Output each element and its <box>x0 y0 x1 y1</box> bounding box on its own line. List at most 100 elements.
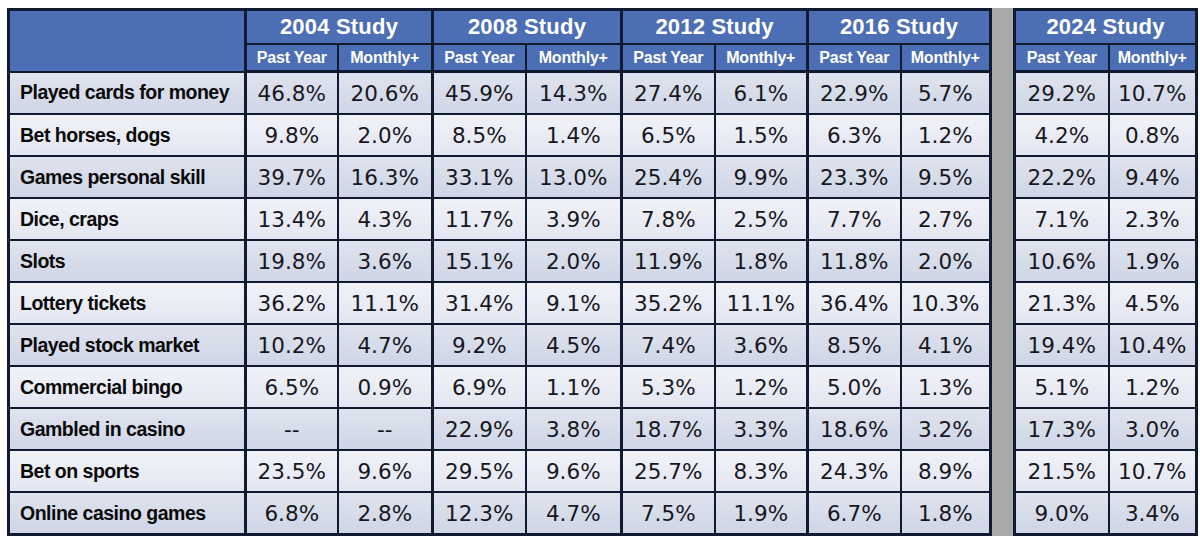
subheader-pastyear: Past Year <box>622 44 715 72</box>
value-cell: 9.0% <box>1015 492 1109 535</box>
value-cell: 13.0% <box>526 156 622 198</box>
table-row: Bet horses, dogs9.8%2.0%8.5%1.4%6.5%1.5%… <box>9 114 991 156</box>
value-cell: 5.3% <box>622 366 715 408</box>
study-header-2004: 2004 Study <box>246 10 433 45</box>
value-cell: 24.3% <box>808 450 901 492</box>
table-row: Played stock market10.2%4.7%9.2%4.5%7.4%… <box>9 324 991 366</box>
study-header-2016: 2016 Study <box>808 10 991 45</box>
row-label: Lottery tickets <box>9 282 246 324</box>
value-cell: 8.3% <box>715 450 808 492</box>
subheader-pastyear: Past Year <box>808 44 901 72</box>
table-row: Lottery tickets36.2%11.1%31.4%9.1%35.2%1… <box>9 282 991 324</box>
value-cell: 10.2% <box>246 324 338 366</box>
value-cell: 7.5% <box>622 492 715 535</box>
value-cell: 33.1% <box>433 156 526 198</box>
table-row: 5.1%1.2% <box>1015 366 1197 408</box>
value-cell: 19.4% <box>1015 324 1109 366</box>
value-cell: 0.8% <box>1109 114 1197 156</box>
value-cell: 8.9% <box>901 450 991 492</box>
table-row: 7.1%2.3% <box>1015 198 1197 240</box>
value-cell: 18.7% <box>622 408 715 450</box>
table-2024: 2024 Study Past Year Monthly+ 29.2%10.7%… <box>1013 8 1198 536</box>
value-cell: 6.5% <box>246 366 338 408</box>
value-cell: 35.2% <box>622 282 715 324</box>
value-cell: -- <box>246 408 338 450</box>
value-cell: 10.3% <box>901 282 991 324</box>
value-cell: 20.6% <box>338 72 433 115</box>
value-cell: 2.5% <box>715 198 808 240</box>
value-cell: 7.8% <box>622 198 715 240</box>
main-table: 2004 Study 2008 Study 2012 Study 2016 St… <box>7 8 992 536</box>
row-label: Slots <box>9 240 246 282</box>
value-cell: 23.5% <box>246 450 338 492</box>
row-label: Dice, craps <box>9 198 246 240</box>
value-cell: 25.4% <box>622 156 715 198</box>
value-cell: 5.0% <box>808 366 901 408</box>
table-row: Gambled in casino----22.9%3.8%18.7%3.3%1… <box>9 408 991 450</box>
value-cell: 3.0% <box>1109 408 1197 450</box>
value-cell: 3.9% <box>526 198 622 240</box>
value-cell: 9.6% <box>526 450 622 492</box>
value-cell: 1.8% <box>901 492 991 535</box>
value-cell: 4.5% <box>526 324 622 366</box>
study-header-2008: 2008 Study <box>433 10 622 45</box>
table-row: 17.3%3.0% <box>1015 408 1197 450</box>
value-cell: 9.4% <box>1109 156 1197 198</box>
value-cell: 6.8% <box>246 492 338 535</box>
value-cell: 11.7% <box>433 198 526 240</box>
value-cell: 3.2% <box>901 408 991 450</box>
value-cell: 4.5% <box>1109 282 1197 324</box>
value-cell: 11.1% <box>715 282 808 324</box>
value-cell: 10.7% <box>1109 72 1197 115</box>
value-cell: 3.6% <box>338 240 433 282</box>
value-cell: 1.3% <box>901 366 991 408</box>
value-cell: 10.6% <box>1015 240 1109 282</box>
value-cell: 1.2% <box>715 366 808 408</box>
value-cell: 27.4% <box>622 72 715 115</box>
value-cell: 9.2% <box>433 324 526 366</box>
value-cell: 29.5% <box>433 450 526 492</box>
value-cell: 1.2% <box>901 114 991 156</box>
row-label: Played cards for money <box>9 72 246 115</box>
value-cell: 4.1% <box>901 324 991 366</box>
table-row: 21.5%10.7% <box>1015 450 1197 492</box>
subheader-monthly: Monthly+ <box>1109 44 1197 72</box>
row-label: Bet on sports <box>9 450 246 492</box>
table-row: Played cards for money46.8%20.6%45.9%14.… <box>9 72 991 115</box>
value-cell: 3.4% <box>1109 492 1197 535</box>
value-cell: 1.5% <box>715 114 808 156</box>
value-cell: 15.1% <box>433 240 526 282</box>
corner-cell <box>9 10 246 72</box>
row-label: Bet horses, dogs <box>9 114 246 156</box>
value-cell: 1.9% <box>715 492 808 535</box>
value-cell: 9.8% <box>246 114 338 156</box>
value-cell: 18.6% <box>808 408 901 450</box>
study-header-2024: 2024 Study <box>1015 10 1197 45</box>
value-cell: 6.5% <box>622 114 715 156</box>
value-cell: 11.1% <box>338 282 433 324</box>
subheader-pastyear: Past Year <box>1015 44 1109 72</box>
value-cell: 13.4% <box>246 198 338 240</box>
value-cell: 45.9% <box>433 72 526 115</box>
value-cell: 3.6% <box>715 324 808 366</box>
value-cell: 7.4% <box>622 324 715 366</box>
value-cell: 19.8% <box>246 240 338 282</box>
value-cell: 5.1% <box>1015 366 1109 408</box>
value-cell: 16.3% <box>338 156 433 198</box>
value-cell: 8.5% <box>433 114 526 156</box>
value-cell: 36.4% <box>808 282 901 324</box>
value-cell: 2.8% <box>338 492 433 535</box>
value-cell: 9.1% <box>526 282 622 324</box>
subheader-pastyear: Past Year <box>433 44 526 72</box>
value-cell: 11.8% <box>808 240 901 282</box>
value-cell: 22.2% <box>1015 156 1109 198</box>
table-row: 21.3%4.5% <box>1015 282 1197 324</box>
value-cell: 6.9% <box>433 366 526 408</box>
value-cell: 1.8% <box>715 240 808 282</box>
value-cell: 8.5% <box>808 324 901 366</box>
table-row: Commercial bingo6.5%0.9%6.9%1.1%5.3%1.2%… <box>9 366 991 408</box>
value-cell: 2.0% <box>338 114 433 156</box>
value-cell: 36.2% <box>246 282 338 324</box>
value-cell: 11.9% <box>622 240 715 282</box>
row-label: Online casino games <box>9 492 246 535</box>
